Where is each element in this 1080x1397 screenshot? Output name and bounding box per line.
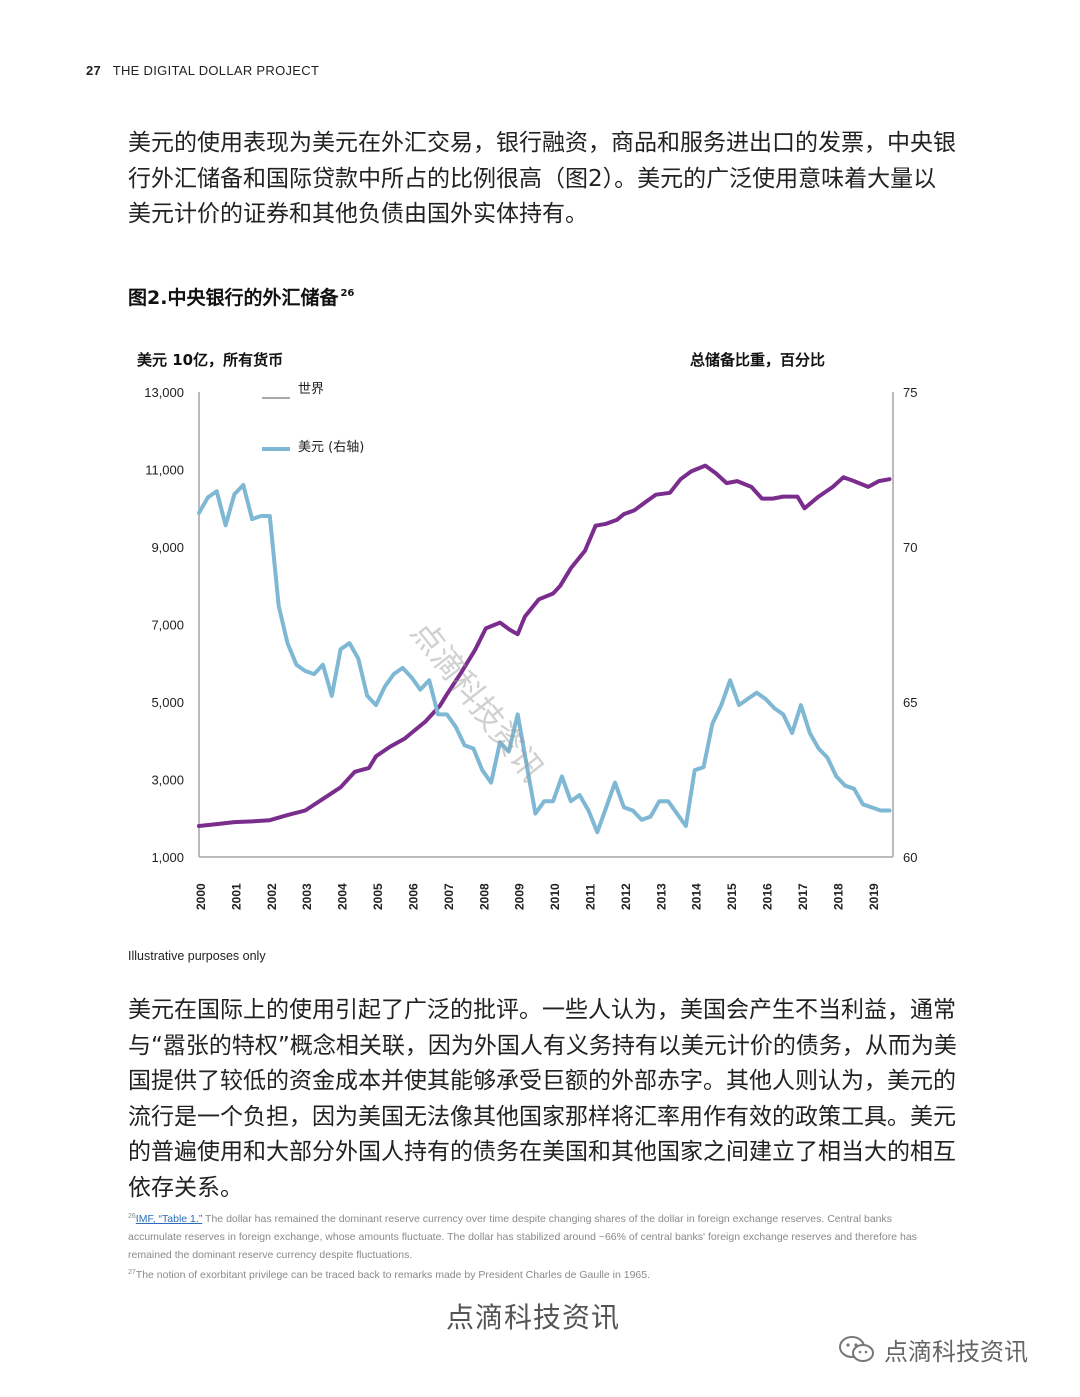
x-tick-label: 2019 — [867, 883, 881, 910]
chart-series — [197, 463, 892, 835]
body-paragraph-2: 美元在国际上的使用引起了广泛的批评。一些人认为，美国会产生不当利益，通常与“嚣张… — [128, 997, 957, 1201]
footnote-27: 27The notion of exorbitant privilege can… — [128, 1264, 948, 1284]
x-tick-label: 2011 — [583, 884, 597, 910]
x-tick-label: 2010 — [548, 883, 562, 910]
x-tick-label: 2006 — [406, 883, 420, 910]
left-tick-label: 11,000 — [145, 463, 184, 478]
right-tick-label: 75 — [903, 385, 917, 400]
left-axis-title: 美元 10亿，所有货币 — [137, 351, 283, 369]
x-tick-label: 2002 — [265, 883, 279, 910]
footnote-27-number: 27 — [128, 1269, 136, 1276]
body-paragraph-1: 美元的使用表现为美元在外汇交易，银行融资，商品和服务进出口的发票，中央银行外汇储… — [128, 130, 956, 227]
series-line-usd — [197, 483, 892, 835]
page-header: 27 THE DIGITAL DOLLAR PROJECT — [86, 63, 319, 78]
bottom-watermark: 点滴科技资讯 — [446, 1301, 621, 1334]
x-tick-label: 2018 — [831, 883, 845, 910]
right-tick-label: 65 — [903, 695, 917, 710]
left-tick-label: 3,000 — [151, 773, 184, 788]
x-tick-label: 2004 — [336, 883, 350, 910]
page-number: 27 — [86, 63, 102, 78]
x-tick-label: 2005 — [371, 883, 385, 910]
footnote-26-text: The dollar has remained the dominant res… — [128, 1213, 917, 1261]
x-tick-label: 2008 — [477, 883, 491, 910]
illustrative-note: Illustrative purposes only — [128, 949, 266, 963]
legend-label: 世界 — [298, 382, 324, 397]
legend-label: 美元 (右轴) — [298, 440, 364, 455]
series-line-world — [197, 463, 892, 828]
wechat-account-name: 点滴科技资讯 — [884, 1338, 1028, 1366]
x-tick-label: 2015 — [725, 883, 739, 910]
footnote-26-link[interactable]: IMF, “Table 1.” — [135, 1213, 203, 1225]
figure-footnote-ref: 26 — [340, 288, 355, 299]
x-tick-label: 2001 — [229, 883, 243, 910]
left-tick-label: 13,000 — [144, 385, 184, 400]
left-tick-label: 5,000 — [151, 695, 184, 710]
right-axis-title: 总储备比重，百分比 — [690, 351, 825, 369]
left-tick-label: 1,000 — [151, 850, 184, 865]
right-tick-label: 60 — [903, 850, 917, 865]
x-tick-label: 2012 — [619, 883, 633, 910]
wechat-badge: 点滴科技资讯 — [838, 1332, 1028, 1367]
footnote-27-text: The notion of exorbitant privilege can b… — [135, 1269, 650, 1281]
x-tick-label: 2009 — [513, 883, 527, 910]
figure-title: 图2.中央银行的外汇储备 26 — [128, 283, 354, 310]
wechat-icon — [839, 1335, 874, 1362]
x-tick-label: 2014 — [690, 883, 704, 910]
right-tick-label: 70 — [903, 540, 917, 555]
chart-axes: 13,000 11,000 9,000 7,000 5,000 3,000 1,000 75 7… — [144, 385, 917, 910]
x-tick-label: 2003 — [300, 883, 314, 910]
x-tick-label: 2013 — [654, 883, 668, 910]
x-tick-label: 2000 — [194, 883, 208, 910]
footnote-26: 26IMF, “Table 1.” The dollar has remaine… — [128, 1208, 948, 1264]
footnote-26-number: 26 — [128, 1213, 136, 1220]
reserves-line-chart: 美元 10亿，所有货币 总储备比重，百分比 13,000 11,000 9,000 7… — [137, 351, 917, 910]
figure-title-text: 图2.中央银行的外汇储备 — [128, 287, 339, 309]
left-tick-label: 7,000 — [151, 618, 184, 633]
document-title: THE DIGITAL DOLLAR PROJECT — [112, 63, 320, 78]
x-tick-label: 2017 — [796, 883, 810, 910]
footnotes: 26IMF, “Table 1.” The dollar has remaine… — [128, 1208, 948, 1284]
x-tick-label: 2007 — [442, 883, 456, 910]
x-tick-label: 2016 — [761, 883, 775, 910]
left-tick-label: 9,000 — [151, 540, 184, 555]
